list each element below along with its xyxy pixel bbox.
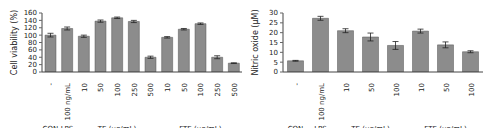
svg-text:40: 40	[28, 54, 37, 62]
svg-text:100: 100	[114, 83, 122, 96]
svg-text:10: 10	[343, 83, 351, 92]
svg-text:-: -	[293, 83, 301, 86]
svg-text:100: 100	[24, 32, 37, 40]
svg-text:100 ng/mL: 100 ng/mL	[64, 83, 72, 121]
svg-text:80: 80	[28, 39, 37, 47]
svg-text:TE (μg/mL): TE (μg/mL)	[350, 125, 390, 128]
svg-text:140: 140	[24, 17, 37, 25]
svg-text:50: 50	[443, 83, 451, 92]
svg-text:10: 10	[164, 83, 172, 92]
svg-text:TE (μg/mL): TE (μg/mL)	[97, 125, 137, 128]
svg-text:100: 100	[393, 83, 401, 96]
svg-text:CON: CON	[43, 125, 59, 128]
svg-text:500: 500	[147, 83, 155, 96]
svg-text:30: 30	[269, 9, 278, 17]
svg-text:10: 10	[418, 83, 426, 92]
svg-text:100: 100	[468, 83, 476, 96]
svg-text:FTE (μg/mL): FTE (μg/mL)	[179, 125, 222, 128]
svg-text:LPS: LPS	[61, 125, 74, 128]
svg-text:50: 50	[97, 83, 105, 92]
svg-text:60: 60	[28, 46, 37, 54]
svg-text:250: 250	[131, 83, 139, 96]
svg-text:50: 50	[181, 83, 189, 92]
svg-text:LPS: LPS	[314, 125, 327, 128]
svg-text:250: 250	[214, 83, 222, 96]
svg-text:10: 10	[81, 83, 89, 92]
svg-text:160: 160	[24, 9, 37, 17]
svg-text:20: 20	[28, 61, 37, 69]
svg-text:10: 10	[269, 49, 278, 57]
svg-text:25: 25	[269, 19, 278, 27]
svg-text:120: 120	[24, 24, 37, 32]
svg-text:Cell viability (%): Cell viability (%)	[10, 10, 19, 75]
svg-text:0: 0	[274, 68, 278, 76]
svg-text:500: 500	[231, 83, 239, 96]
svg-text:0: 0	[33, 68, 37, 76]
svg-text:5: 5	[274, 59, 278, 67]
svg-text:Nitric oxide (μM): Nitric oxide (μM)	[251, 9, 260, 75]
svg-text:-: -	[47, 83, 55, 86]
svg-text:100: 100	[197, 83, 205, 96]
svg-text:15: 15	[269, 39, 278, 47]
svg-text:50: 50	[368, 83, 376, 92]
svg-text:20: 20	[269, 29, 278, 37]
svg-text:100 ng/mL: 100 ng/mL	[318, 83, 326, 121]
svg-text:CON: CON	[288, 125, 304, 128]
svg-text:FTE (μg/mL): FTE (μg/mL)	[424, 125, 467, 128]
